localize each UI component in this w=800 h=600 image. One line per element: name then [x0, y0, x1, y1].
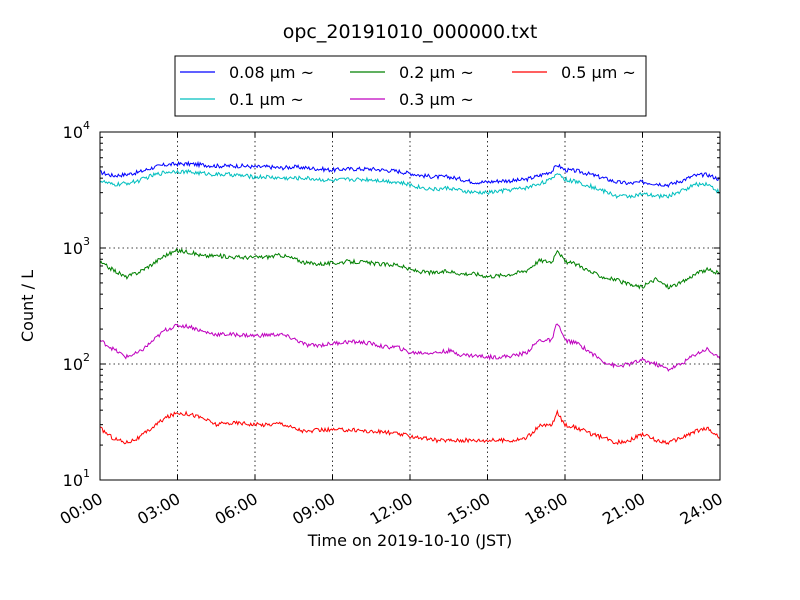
- x-tick-label: 00:00: [57, 489, 106, 529]
- series-line: [99, 323, 721, 372]
- plot-lines: [99, 160, 721, 446]
- x-tick-label: 03:00: [134, 489, 183, 529]
- series-line: [99, 168, 721, 200]
- legend-label: 0.5 μm ~: [561, 63, 636, 82]
- y-tick-label-exponent: 4: [83, 119, 90, 132]
- x-axis-label: Time on 2019-10-10 (JST): [307, 531, 512, 550]
- legend-label: 0.08 μm ~: [229, 63, 314, 82]
- y-axis-label: Count / L: [18, 270, 37, 342]
- chart-title: opc_20191010_000000.txt: [283, 21, 538, 43]
- y-tick-label-exponent: 3: [83, 235, 90, 248]
- ticks: [99, 131, 721, 481]
- y-tick-label-base: 10: [63, 239, 83, 258]
- x-tick-label: 15:00: [444, 489, 493, 529]
- x-tick-labels: 00:00 03:00 06:00 09:00 12:00 15:00 18:00 21:00…: [57, 489, 726, 529]
- x-tick-label: 09:00: [289, 489, 338, 529]
- series-line: [99, 160, 721, 188]
- legend-label: 0.2 μm ~: [399, 63, 474, 82]
- x-tick-label: 06:00: [212, 489, 261, 529]
- y-tick-label-base: 10: [63, 471, 83, 490]
- y-tick-label-exponent: 1: [83, 467, 90, 480]
- x-tick-label: 21:00: [599, 489, 648, 529]
- x-tick-label: 12:00: [367, 489, 416, 529]
- legend: 0.08 μm ~ 0.1 μm ~ 0.2 μm ~ 0.3 μm ~ 0.5 μm …: [174, 55, 647, 117]
- legend-box: [174, 55, 647, 117]
- x-tick-label: 18:00: [522, 489, 571, 529]
- legend-label: 0.1 μm ~: [229, 90, 304, 109]
- legend-label: 0.3 μm ~: [399, 90, 474, 109]
- series-line: [99, 247, 721, 290]
- y-tick-label-exponent: 2: [83, 351, 90, 364]
- series-line: [99, 409, 721, 446]
- x-tick-label: 24:00: [677, 489, 726, 529]
- y-tick-label-base: 10: [63, 123, 83, 142]
- y-tick-label-base: 10: [63, 355, 83, 374]
